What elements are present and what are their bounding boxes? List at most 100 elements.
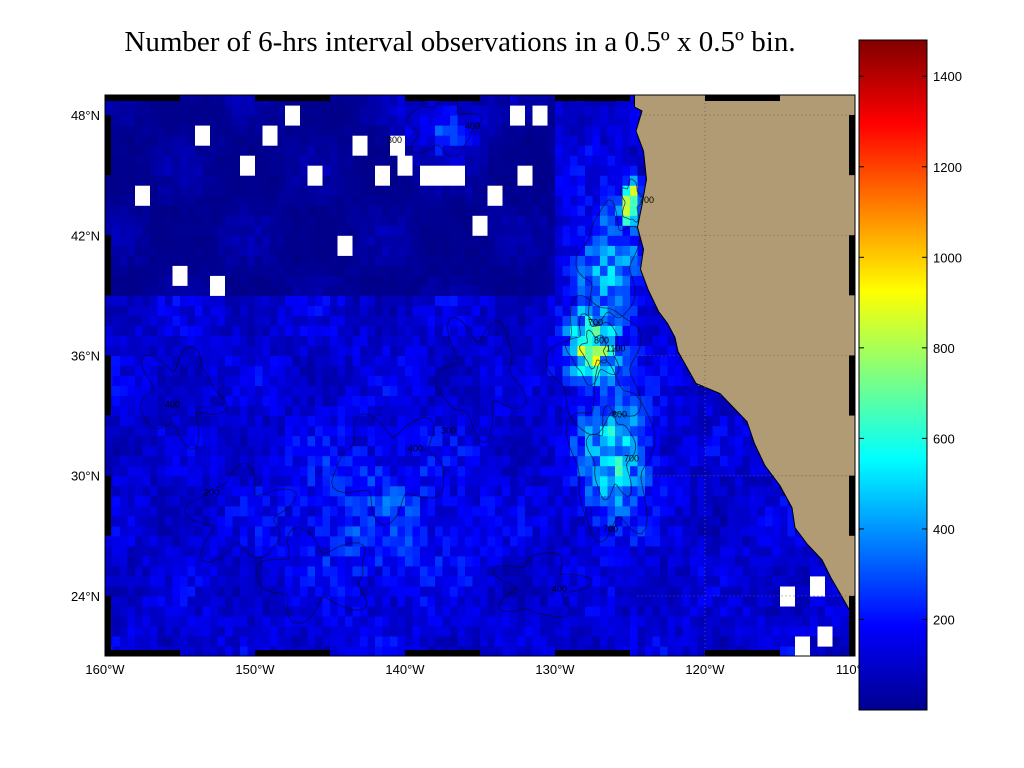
heat-cell <box>562 225 571 236</box>
heat-cell <box>360 265 369 276</box>
heat-cell <box>600 425 609 437</box>
heat-cell <box>217 595 226 607</box>
heat-cell <box>165 175 174 186</box>
heat-cell <box>172 275 181 286</box>
heat-cell <box>165 415 174 427</box>
heat-cell <box>570 605 579 617</box>
heat-cell <box>202 355 211 367</box>
heat-cell <box>637 325 646 336</box>
heat-cell <box>255 155 264 166</box>
heat-cell <box>135 145 144 156</box>
heat-cell <box>345 425 354 437</box>
heat-cell <box>570 395 579 407</box>
heat-cell <box>135 285 144 296</box>
heat-cell <box>135 235 144 246</box>
heat-cell <box>390 155 399 166</box>
heat-cell <box>225 315 234 326</box>
heat-cell <box>570 515 579 527</box>
heat-cell <box>232 135 241 146</box>
heat-cell <box>720 395 729 407</box>
heat-cell <box>112 145 121 156</box>
heat-cell <box>502 215 511 226</box>
heat-cell <box>195 125 204 136</box>
heat-cell <box>307 215 316 226</box>
heat-cell <box>330 135 339 146</box>
heat-cell <box>585 435 594 447</box>
heat-cell <box>435 255 444 266</box>
heat-cell <box>172 125 181 136</box>
heat-cell <box>285 625 294 637</box>
heat-cell <box>270 295 279 306</box>
heat-cell <box>615 595 624 607</box>
heat-cell <box>255 595 264 607</box>
heat-cell <box>187 285 196 296</box>
heat-cell <box>517 195 526 206</box>
heat-cell <box>142 575 151 587</box>
heat-cell <box>480 275 489 286</box>
heat-cell <box>270 555 279 567</box>
heat-cell <box>240 475 249 487</box>
heat-cell <box>697 505 706 517</box>
heat-cell <box>652 595 661 607</box>
heat-cell <box>382 615 391 627</box>
heat-cell <box>495 495 504 507</box>
heat-cell <box>330 455 339 467</box>
heat-cell <box>180 515 189 527</box>
heat-cell <box>555 605 564 617</box>
heat-cell <box>645 545 654 557</box>
heat-cell <box>525 646 534 656</box>
heat-cell <box>367 535 376 547</box>
heat-cell <box>397 646 406 656</box>
heat-cell <box>480 285 489 296</box>
heat-cell <box>510 595 519 607</box>
heat-cell <box>652 575 661 587</box>
heat-cell <box>247 355 256 367</box>
heat-cell <box>532 165 541 176</box>
heat-cell <box>442 215 451 226</box>
heat-cell <box>127 315 136 326</box>
heat-cell <box>742 505 751 517</box>
heat-cell <box>750 525 759 537</box>
heat-cell <box>360 305 369 316</box>
heat-cell <box>772 495 781 507</box>
heat-cell <box>202 325 211 336</box>
heat-cell <box>157 535 166 547</box>
heat-cell <box>277 125 286 136</box>
heat-cell <box>540 185 549 196</box>
heat-cell <box>405 515 414 527</box>
heat-cell <box>247 125 256 136</box>
heat-cell <box>630 115 639 126</box>
heat-cell <box>165 355 174 367</box>
heat-cell <box>615 345 624 356</box>
heat-cell <box>510 545 519 557</box>
heat-cell <box>510 435 519 447</box>
heat-cell <box>382 455 391 467</box>
heat-cell <box>825 646 834 656</box>
heat-cell <box>525 135 534 146</box>
heat-cell <box>682 365 691 377</box>
heat-cell <box>442 225 451 236</box>
heat-cell <box>637 165 646 176</box>
heat-cell <box>720 545 729 557</box>
heat-cell <box>420 515 429 527</box>
heat-cell <box>465 205 474 216</box>
heat-cell <box>592 575 601 587</box>
heat-cell <box>255 345 264 356</box>
heat-cell <box>247 135 256 146</box>
heat-cell <box>405 305 414 316</box>
heat-cell <box>367 345 376 356</box>
heat-cell <box>292 405 301 417</box>
heat-cell <box>322 475 331 487</box>
heat-cell <box>555 495 564 507</box>
heat-cell <box>510 325 519 336</box>
heat-cell <box>630 435 639 447</box>
heat-cell <box>510 615 519 627</box>
heat-cell <box>405 565 414 577</box>
heat-cell <box>315 415 324 427</box>
heat-cell <box>337 395 346 407</box>
heat-cell <box>540 155 549 166</box>
heat-cell <box>315 205 324 216</box>
heat-cell <box>337 545 346 557</box>
heat-cell <box>562 285 571 296</box>
heat-cell <box>202 205 211 216</box>
